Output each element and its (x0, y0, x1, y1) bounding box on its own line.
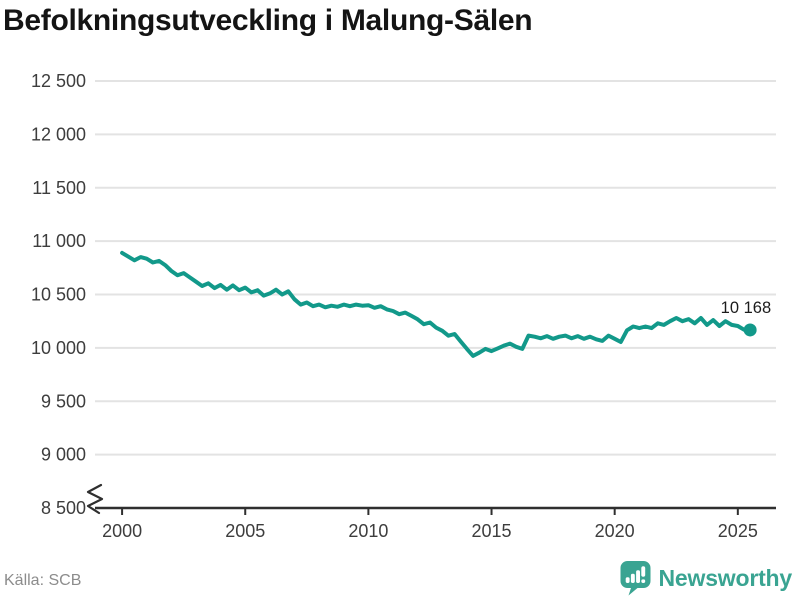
x-axis-tick-label: 2005 (225, 521, 265, 541)
y-axis-tick-label: 12 500 (31, 71, 86, 91)
speech-bubble-shape (620, 561, 651, 596)
exclamation-bar (640, 566, 645, 577)
x-axis-tick-label: 2015 (472, 521, 512, 541)
x-axis-tick-label: 2000 (102, 521, 142, 541)
end-point-value-label: 10 168 (721, 299, 771, 317)
y-axis-tick-label: 8 500 (41, 498, 86, 518)
y-axis-tick-label: 9 000 (41, 445, 86, 465)
exclamation-dot (640, 579, 645, 583)
x-axis-tick-label: 2025 (718, 521, 758, 541)
bar-medium (630, 573, 635, 583)
brand-name: Newsworthy (658, 564, 793, 591)
page-title: Befolkningsutveckling i Malung-Sälen (3, 4, 533, 37)
x-axis-tick-label: 2010 (348, 521, 388, 541)
axis-break-icon (86, 483, 104, 515)
end-point-marker (743, 323, 757, 337)
newsworthy-logo[interactable]: Newsworthy (619, 560, 792, 596)
y-axis-tick-label: 11 000 (32, 231, 86, 251)
y-axis-tick-label: 9 500 (41, 391, 86, 411)
y-axis-tick-label: 11 500 (32, 178, 86, 198)
bar-tall (635, 570, 640, 583)
bar-small (625, 577, 630, 583)
x-axis-tick-label: 2020 (595, 521, 635, 541)
y-axis-tick-label: 10 000 (31, 338, 86, 358)
source-note: Källa: SCB (4, 572, 82, 589)
y-axis-tick-label: 12 000 (31, 124, 86, 144)
newsworthy-bar-chart-bubble-icon (620, 561, 651, 596)
y-axis-tick-label: 10 500 (31, 285, 86, 305)
population-line (120, 250, 753, 358)
